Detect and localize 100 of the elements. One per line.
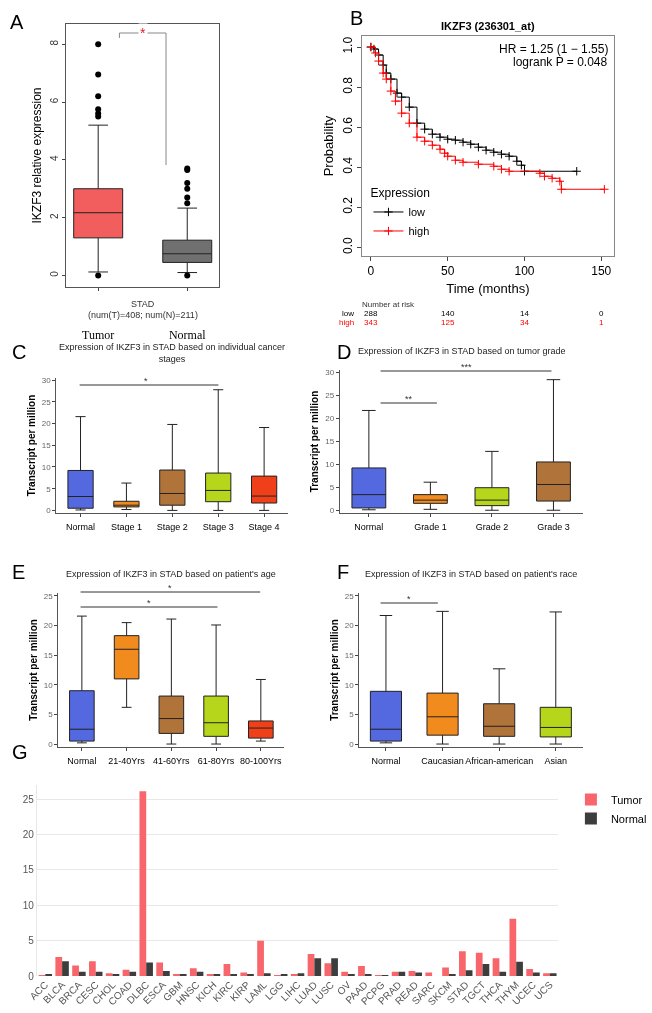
x-tick-label: Stage 1 [110, 521, 142, 532]
text: 14 [520, 309, 530, 318]
x-axis-title: STAD [131, 299, 155, 309]
y-tick-label: 15 [43, 650, 54, 660]
chart-title: IKZF3 (236301_at) [441, 20, 535, 32]
y-tick-label: 20 [325, 414, 335, 424]
legend-title: Expression [370, 186, 430, 201]
y-tick-label: 0.2 [341, 196, 356, 214]
y-tick-label: 0.6 [341, 116, 356, 134]
y-tick-label: 0 [28, 970, 35, 982]
y-tick-label: 0 [349, 739, 355, 749]
text: 125 [441, 318, 455, 327]
x-tick-label: Stage 4 [248, 521, 280, 532]
text: D [337, 341, 352, 363]
annotation: HR = 1.25 (1 − 1.55) [499, 42, 609, 56]
y-axis-title: Probability [321, 115, 337, 177]
y-tick-label: 10 [344, 680, 355, 690]
chart-title: Expression of IKZF3 in STAD based on individual cancer stages [59, 342, 285, 364]
y-tick-label: 25 [43, 591, 54, 601]
y-tick-label: 5 [329, 483, 335, 493]
text: (num(T)=408; num(N)=211) [88, 310, 198, 320]
text: G [12, 741, 28, 763]
x-tick-label: Normal [354, 521, 384, 532]
x-tick-label: Grade 2 [475, 521, 509, 532]
y-tick-label: 5 [349, 710, 355, 720]
y-tick-label: 5 [46, 484, 52, 494]
y-axis-title: Transcript per million [25, 394, 37, 497]
y-tick-label: 4 [49, 155, 61, 162]
y-tick-label: 20 [43, 621, 54, 631]
annotation: * [168, 583, 172, 593]
x-tick-label: 100 [514, 264, 535, 279]
text: 140 [441, 309, 455, 318]
y-tick-label: 0.8 [341, 76, 356, 94]
y-tick-label: 2 [49, 212, 61, 219]
chart-title: Expression of IKZF3 in STAD based on patient's race [365, 569, 578, 579]
y-tick-label: 5 [28, 935, 35, 947]
text: 288 [364, 309, 378, 318]
y-tick-label: 15 [22, 864, 35, 876]
y-tick-label: 15 [41, 441, 52, 451]
y-tick-label: 20 [41, 419, 52, 429]
y-tick-label: 10 [41, 462, 52, 472]
x-tick-label: 50 [441, 264, 455, 279]
legend-label: high [408, 225, 430, 238]
y-tick-label: 8 [49, 39, 61, 46]
y-tick-label: 0 [48, 739, 54, 749]
y-tick-label: 20 [344, 621, 355, 631]
annotation: logrank P = 0.048 [513, 55, 608, 69]
x-tick-label: 61-80Yrs [197, 755, 235, 766]
text: 34 [520, 318, 530, 327]
x-tick-label: Normal [67, 755, 97, 766]
y-tick-label: 1.0 [341, 36, 356, 54]
legend-label: Normal [610, 812, 647, 825]
y-tick-label: 5 [48, 710, 54, 720]
y-tick-label: 0.4 [341, 156, 356, 174]
text: Number at risk [362, 300, 416, 309]
y-tick-label: 25 [344, 591, 355, 601]
x-tick-label: Grade 1 [414, 521, 447, 532]
annotation: * [140, 25, 146, 41]
y-axis-title: Transcript per million [328, 619, 340, 721]
legend-label: Tumor [610, 793, 643, 806]
legend-label: low [408, 206, 426, 219]
text: 1 [599, 318, 604, 327]
y-tick-label: 15 [344, 650, 355, 660]
y-tick-label: 25 [41, 397, 52, 407]
x-tick-label: 21-40Yrs [108, 755, 146, 766]
y-tick-label: 0 [46, 506, 52, 516]
y-tick-label: 10 [325, 460, 335, 470]
x-axis-title: Time (months) [446, 281, 530, 296]
x-tick-label: Stage 3 [202, 521, 234, 532]
y-tick-label: 0.0 [341, 236, 356, 254]
annotation: *** [461, 362, 472, 372]
annotation: ** [405, 394, 413, 404]
text: A [10, 11, 24, 33]
chart-title: Expression of IKZF3 in STAD based on tumor grade [358, 346, 566, 356]
y-tick-label: 30 [325, 368, 335, 378]
x-tick-label: Normal [371, 755, 401, 766]
x-tick-label: 41-60Yrs [153, 755, 191, 766]
y-axis-title: IKZF3 relative expression [30, 87, 45, 224]
x-tick-label: Asian [544, 755, 568, 766]
text: C [12, 341, 27, 363]
y-tick-label: 25 [22, 793, 35, 805]
x-tick-label: 0 [367, 264, 375, 279]
text: E [12, 561, 26, 583]
x-tick-label: Stage 2 [156, 521, 188, 532]
annotation: * [144, 376, 148, 386]
x-tick-label: Grade 3 [537, 521, 570, 532]
y-tick-label: 0 [329, 506, 335, 516]
chart-title: Expression of IKZF3 in STAD based on patient's age [66, 569, 276, 579]
text: B [350, 7, 364, 29]
y-tick-label: 30 [41, 375, 52, 385]
y-tick-label: 15 [325, 437, 335, 447]
annotation: * [407, 594, 411, 604]
text: low [342, 309, 355, 318]
y-axis-title: Transcript per million [309, 390, 321, 493]
y-tick-label: 25 [325, 391, 335, 401]
y-tick-label: 10 [43, 680, 54, 690]
y-tick-label: 20 [22, 829, 35, 841]
x-tick-label: African-american [465, 755, 534, 766]
x-tick-label: Normal [66, 521, 96, 532]
x-tick-label: Caucasian [421, 755, 464, 766]
